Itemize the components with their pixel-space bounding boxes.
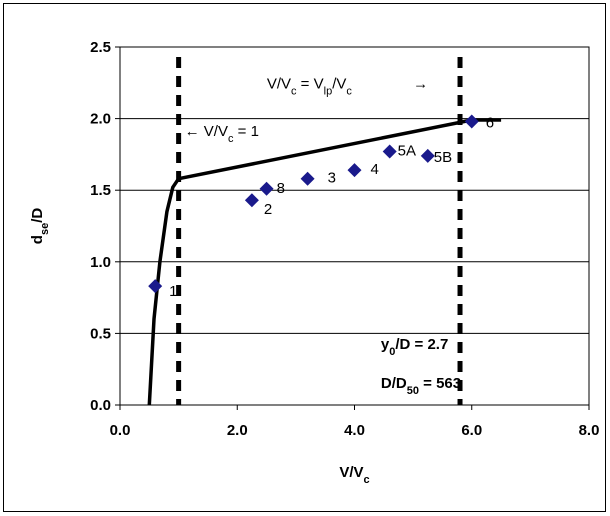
- vline-2-sub: c: [291, 86, 297, 98]
- envelope-curve: [147, 118, 502, 406]
- vline-2-mid2: /V: [332, 76, 346, 93]
- vline-2-arrow: →: [413, 76, 428, 93]
- x-axis-title-sub: c: [364, 474, 370, 486]
- reference-lines: [176, 57, 463, 405]
- point-label: 6: [486, 114, 494, 131]
- x-tick-label: 6.0: [461, 422, 482, 439]
- point-label: 3: [328, 170, 336, 187]
- x-tick-label: 0.0: [110, 422, 131, 439]
- y-axis-title-tail: /D: [29, 208, 46, 223]
- vline-annotation-1: ← V/Vc = 1: [185, 123, 259, 145]
- annotation-2-sub: 50: [407, 385, 419, 397]
- data-point: [300, 171, 315, 186]
- vline-annotation-2: V/Vc = Vlp/Vc: [267, 76, 353, 98]
- x-tick-label: 4.0: [344, 422, 365, 439]
- x-axis-title: V/Vc: [339, 464, 369, 486]
- data-point: [148, 279, 163, 294]
- annotation-2-main: D/D: [381, 375, 407, 392]
- x-axis-title-main: V/V: [339, 464, 363, 481]
- y-tick-label: 2.0: [90, 111, 111, 128]
- point-label: 5A: [398, 143, 416, 160]
- data-point: [382, 144, 397, 159]
- annotation-depth-ratio: y0/D = 2.7: [381, 336, 448, 358]
- data-points: [148, 114, 479, 294]
- x-tick-label: 8.0: [579, 422, 600, 439]
- gridlines: [120, 118, 589, 334]
- annotation-1-sub: 0: [389, 346, 395, 358]
- vline-1-sub: c: [228, 133, 234, 145]
- point-label: 8: [277, 180, 285, 197]
- vline-2-sub3: c: [346, 86, 352, 98]
- point-label: 4: [371, 161, 379, 178]
- vline-2-text: V/V: [267, 76, 291, 93]
- vline-1-text: ← V/V: [185, 123, 228, 140]
- x-axis-ticks: 0.0 2.0 4.0 6.0 8.0: [110, 405, 600, 439]
- data-point: [244, 193, 259, 208]
- vline-1-tail: = 1: [233, 123, 258, 140]
- y-tick-label: 2.5: [90, 39, 111, 56]
- y-axis-ticks: 0.0 0.5 1.0 1.5 2.0 2.5: [90, 39, 120, 414]
- x-tick-label: 2.0: [227, 422, 248, 439]
- point-label: 1: [169, 283, 177, 300]
- data-point: [464, 114, 479, 129]
- y-tick-label: 1.0: [90, 254, 111, 271]
- annotation-1-main: y: [381, 336, 390, 353]
- vline-2-mid: = V: [297, 76, 324, 93]
- y-axis-title-sub: se: [39, 223, 51, 235]
- y-axis-title: dse/D: [29, 208, 51, 245]
- point-labels: 1 28 3 4 5A 5B 6: [169, 114, 494, 300]
- plot-area: [119, 46, 590, 406]
- curve-layer: [147, 118, 502, 406]
- annotation-sediment-ratio: D/D50 = 563: [381, 375, 461, 397]
- annotation-2-tail: = 563: [419, 375, 461, 392]
- data-point: [420, 148, 435, 163]
- y-axis-title-main: d: [29, 235, 46, 244]
- point-label: 2: [264, 201, 272, 218]
- data-point: [259, 181, 274, 196]
- y-tick-label: 0.0: [90, 397, 111, 414]
- y-tick-label: 0.5: [90, 325, 111, 342]
- vline-2-sub2: lp: [324, 86, 333, 98]
- annotation-1-tail: /D = 2.7: [395, 336, 448, 353]
- data-point: [347, 163, 362, 178]
- point-label: 5B: [434, 149, 452, 166]
- y-tick-label: 1.5: [90, 182, 111, 199]
